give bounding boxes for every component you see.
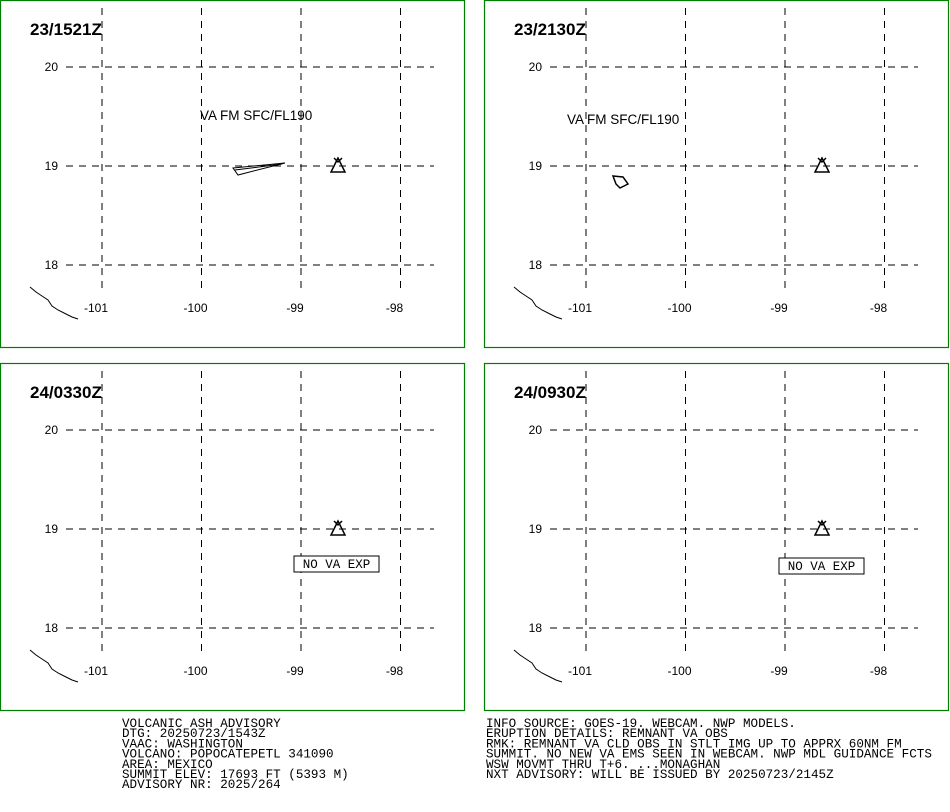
latitude-label: 18 bbox=[529, 258, 543, 272]
latitude-label: 18 bbox=[45, 258, 59, 272]
ash-area bbox=[232, 162, 286, 176]
advisory-line: VOLCANIC ASH ADVISORY bbox=[122, 717, 281, 731]
latitude-label: 20 bbox=[529, 423, 543, 437]
longitude-label: -101 bbox=[84, 664, 108, 678]
coastline bbox=[513, 649, 563, 683]
longitude-label: -99 bbox=[770, 301, 788, 315]
valid-time: 24/0930Z bbox=[514, 383, 586, 402]
volcano-symbol bbox=[813, 519, 831, 536]
map-panel: 23/2130Z 20 19 18 -101 -100 -99 -98 VA FM SFC/FL… bbox=[483, 0, 950, 349]
coastline bbox=[29, 649, 79, 683]
valid-time: 23/1521Z bbox=[30, 20, 102, 39]
longitude-label: -100 bbox=[667, 664, 691, 678]
latitude-label: 19 bbox=[529, 159, 543, 173]
ash-hatch bbox=[234, 163, 283, 171]
label-box bbox=[778, 557, 865, 575]
coastline bbox=[29, 286, 79, 320]
latitude-label: 20 bbox=[45, 60, 59, 74]
longitude-label: -99 bbox=[286, 301, 304, 315]
longitude-label: -98 bbox=[870, 664, 888, 678]
advisory-line: DTG: 20250723/1543Z bbox=[122, 727, 266, 741]
longitude-label: -101 bbox=[568, 301, 592, 315]
longitude-label: -100 bbox=[183, 301, 207, 315]
advisory-line: VOLCANO: POPOCATEPETL 341090 bbox=[122, 748, 334, 762]
longitude-label: -101 bbox=[84, 301, 108, 315]
map-panel: 24/0930Z 20 19 18 -101 -100 -99 -98 NO VA EXP bbox=[483, 362, 950, 712]
longitude-label: -100 bbox=[667, 301, 691, 315]
panel-border bbox=[0, 362, 466, 712]
longitude-label: -101 bbox=[568, 664, 592, 678]
volcano-symbol bbox=[329, 156, 347, 173]
latitude-label: 20 bbox=[529, 60, 543, 74]
longitude-label: -98 bbox=[386, 664, 404, 678]
latitude-label: 19 bbox=[45, 159, 59, 173]
latitude-label: 20 bbox=[45, 423, 59, 437]
no-ash-label: NO VA EXP bbox=[303, 558, 371, 572]
advisory-line: ERUPTION DETAILS: REMNANT VA OBS bbox=[486, 727, 728, 741]
latitude-label: 18 bbox=[529, 621, 543, 635]
panel-border bbox=[483, 0, 950, 349]
ash-label: VA FM SFC/FL190 bbox=[200, 108, 312, 123]
longitude-label: -99 bbox=[770, 664, 788, 678]
advisory-line: AREA: MEXICO bbox=[122, 758, 213, 772]
ash-area bbox=[611, 175, 630, 189]
latitude-label: 19 bbox=[45, 522, 59, 536]
advisory-line: RMK: REMNANT VA CLD OBS IN STLT IMG UP T… bbox=[486, 737, 902, 751]
valid-time: 23/2130Z bbox=[514, 20, 586, 39]
longitude-label: -98 bbox=[386, 301, 404, 315]
map-panel: 24/0330Z 20 19 18 -101 -100 -99 -98 NO VA EXP bbox=[0, 362, 466, 712]
valid-time: 24/0330Z bbox=[30, 383, 102, 402]
ash-label: VA FM SFC/FL190 bbox=[567, 112, 679, 127]
label-box bbox=[293, 555, 380, 573]
advisory-line: INFO SOURCE: GOES-19. WEBCAM. NWP MODELS… bbox=[486, 717, 796, 731]
volcano-symbol bbox=[329, 519, 347, 536]
advisory-line: SUMMIT. NO NEW VA EMS SEEN IN WEBCAM. NW… bbox=[486, 748, 932, 762]
volcano-symbol bbox=[813, 156, 831, 173]
longitude-label: -100 bbox=[183, 664, 207, 678]
advisory-line: WSW MOVMT THRU T+6. ...MONAGHAN bbox=[486, 758, 720, 772]
advisory-line: NXT ADVISORY: WILL BE ISSUED BY 20250723… bbox=[486, 768, 834, 782]
longitude-label: -99 bbox=[286, 664, 304, 678]
advisory-line: SUMMIT ELEV: 17693 FT (5393 M) bbox=[122, 768, 349, 782]
longitude-label: -98 bbox=[870, 301, 888, 315]
latitude-label: 18 bbox=[45, 621, 59, 635]
latitude-label: 19 bbox=[529, 522, 543, 536]
panel-border bbox=[0, 0, 466, 349]
advisory-line: VAAC: WASHINGTON bbox=[122, 737, 243, 751]
no-ash-label: NO VA EXP bbox=[788, 560, 856, 574]
coastline bbox=[513, 286, 563, 320]
panel-border bbox=[483, 362, 950, 712]
advisory-line: ADVISORY NR: 2025/264 bbox=[122, 778, 281, 792]
